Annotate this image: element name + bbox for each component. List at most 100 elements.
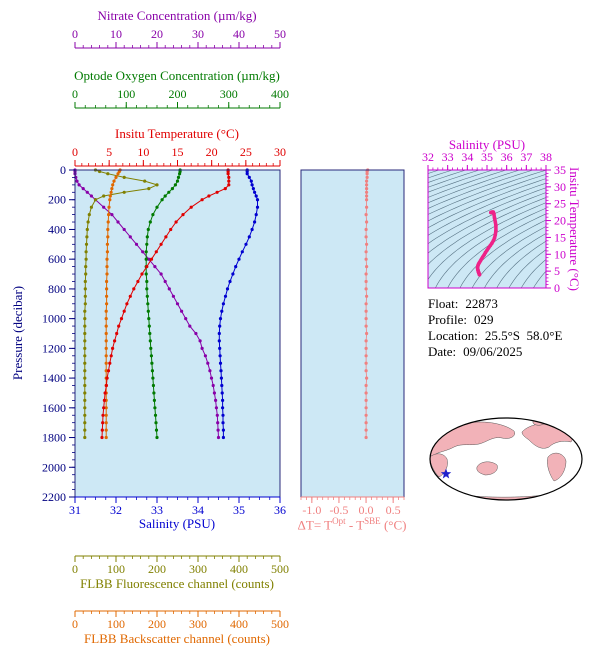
tick-label: 200 — [48, 193, 66, 207]
tick-label: 600 — [48, 252, 66, 266]
tick-label: 10 — [137, 145, 149, 159]
backscatter-axis-title: FLBB Backscatter channel (counts) — [84, 631, 270, 646]
tick-label: 0 — [72, 617, 78, 631]
tick-label: 400 — [48, 222, 66, 236]
ts-profile-curve — [475, 210, 498, 277]
map-outline — [429, 417, 583, 501]
tick-label: 30 — [274, 145, 286, 159]
date-label: Date: — [428, 344, 457, 359]
temperature-axis: 0 5 10 15 20 25 30 — [72, 145, 286, 167]
tick-label: 200 — [148, 562, 166, 576]
ts-temperature-axis: 0 5 10 15 20 25 30 35 — [546, 163, 566, 295]
tick-label: 15 — [172, 145, 184, 159]
tick-label: 36 — [501, 150, 513, 164]
temperature-axis-title: Insitu Temperature (°C) — [115, 126, 239, 141]
fluorescence-axis-title: FLBB Fluorescence channel (counts) — [80, 576, 274, 591]
date-row: Date: 09/06/2025 — [428, 344, 562, 360]
salinity-series — [217, 168, 260, 440]
tick-label: 400 — [230, 617, 248, 631]
float-info-block: Float: 22873 Profile: 029 Location: 25.5°S … — [428, 296, 562, 360]
location-value: 25.5°S 58.0°E — [484, 328, 563, 343]
float-id-row: Float: 22873 — [428, 296, 562, 312]
location-row: Location: 25.5°S 58.0°E — [428, 328, 562, 344]
tick-label: -1.0 — [302, 503, 321, 517]
tick-label: 35 — [481, 150, 493, 164]
tick-label: 10 — [554, 247, 566, 261]
delta-title-part: - T — [345, 517, 365, 533]
tick-label: 32 — [422, 150, 434, 164]
location-label: Location: — [428, 328, 478, 343]
tick-label: 35 — [554, 163, 566, 177]
ts-temperature-axis-title: Insitu Temperature (°C) — [567, 167, 582, 291]
tick-label: 500 — [271, 562, 289, 576]
world-map — [429, 417, 583, 501]
tick-label: 0 — [72, 27, 78, 41]
delta-t-axis-title: ΔT= TOpt - TSBE (°C) — [298, 516, 407, 533]
tick-label: 1200 — [42, 341, 66, 355]
main-plot-area — [75, 170, 280, 497]
fluorescence-axis: 0 100 200 300 400 500 — [72, 555, 289, 576]
delta-title-part: (°C) — [380, 517, 407, 533]
tick-label: 0 — [72, 145, 78, 159]
nitrate-concentration-series — [73, 168, 221, 440]
float-value: 22873 — [465, 296, 498, 311]
tick-label: 33 — [442, 150, 454, 164]
nitrate-axis: 0 10 20 30 40 50 — [72, 27, 286, 49]
delta-t-axis: -1.0 -0.5 0.0 0.5 — [300, 496, 405, 517]
pressure-axis: 0 200 400 600 800 1000 1200 1400 1600 1800 2000 220… — [42, 163, 75, 504]
tick-label: 2200 — [42, 490, 66, 504]
ts-salinity-axis: 32 33 34 35 36 37 38 — [422, 150, 552, 170]
tick-label: 200 — [169, 87, 187, 101]
tick-label: 25 — [240, 145, 252, 159]
tick-label: 37 — [520, 150, 532, 164]
delta-title-sup-sbe: SBE — [364, 516, 381, 526]
tick-label: 800 — [48, 282, 66, 296]
tick-label: 20 — [206, 145, 218, 159]
tick-label: 36 — [274, 503, 286, 517]
pressure-axis-title: Pressure (decibar) — [10, 285, 25, 381]
tick-label: 32 — [110, 503, 122, 517]
tick-label: 30 — [192, 27, 204, 41]
tick-label: 200 — [148, 617, 166, 631]
insitu-temperature-series — [100, 168, 231, 440]
salinity-axis-title: Salinity (PSU) — [138, 516, 216, 531]
nitrate-axis-title: Nitrate Concentration (µm/kg) — [97, 8, 257, 23]
tick-label: 500 — [271, 617, 289, 631]
tick-label: 300 — [189, 617, 207, 631]
tick-label: 25 — [554, 197, 566, 211]
tick-label: 33 — [151, 503, 163, 517]
tick-label: 15 — [554, 230, 566, 244]
profile-value: 029 — [474, 312, 494, 327]
tick-label: 300 — [189, 562, 207, 576]
delta-t-series — [364, 168, 370, 440]
profile-row: Profile: 029 — [428, 312, 562, 328]
tick-label: 400 — [271, 87, 289, 101]
oxygen-axis: 0 100 200 300 400 — [72, 87, 289, 109]
delta-plot-area — [301, 170, 404, 497]
tick-label: 100 — [107, 562, 125, 576]
tick-label: 1600 — [42, 401, 66, 415]
tick-label: 34 — [461, 150, 473, 164]
tick-label: 0 — [72, 562, 78, 576]
tick-label: 0 — [60, 163, 66, 177]
profile-label: Profile: — [428, 312, 467, 327]
tick-label: 40 — [233, 27, 245, 41]
oxygen-axis-title: Optode Oxygen Concentration (µm/kg) — [74, 68, 280, 83]
tick-label: 0 — [554, 281, 560, 295]
float-label: Float: — [428, 296, 459, 311]
ts-salinity-axis-title: Salinity (PSU) — [448, 137, 526, 152]
tick-label: 50 — [274, 27, 286, 41]
tick-label: 20 — [554, 214, 566, 228]
tick-label: 2000 — [42, 460, 66, 474]
tick-label: 10 — [110, 27, 122, 41]
flbb-fluorescence-channel-series — [83, 168, 159, 440]
tick-label: 35 — [233, 503, 245, 517]
optode-oxygen-concentration-series — [144, 168, 182, 440]
tick-label: 38 — [540, 150, 552, 164]
tick-label: 300 — [220, 87, 238, 101]
tick-label: 5 — [106, 145, 112, 159]
tick-label: 1000 — [42, 312, 66, 326]
tick-label: 0 — [72, 87, 78, 101]
